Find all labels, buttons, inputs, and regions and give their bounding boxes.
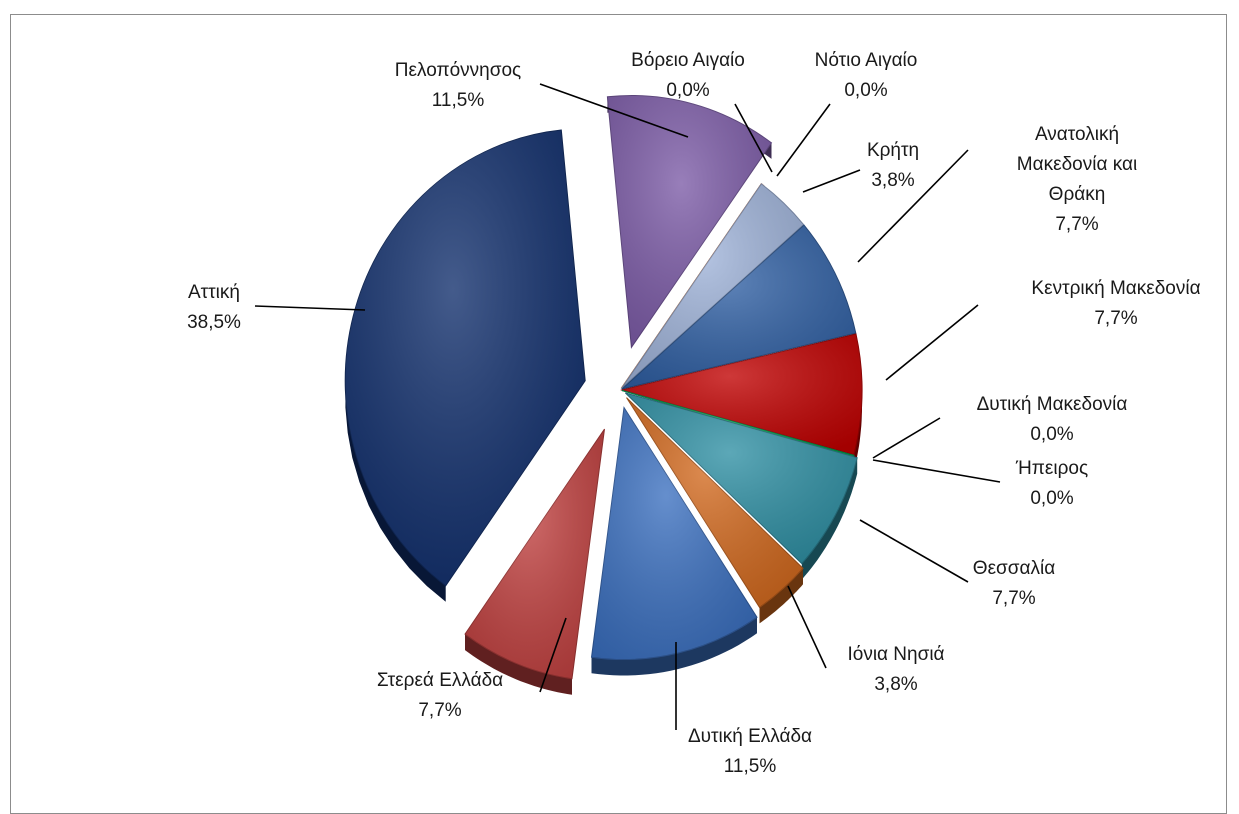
leader-line-6 xyxy=(885,304,979,381)
leader-line-3 xyxy=(776,103,831,177)
leader-line-5 xyxy=(857,149,969,263)
slice-name-label: Μακεδονία και xyxy=(1017,154,1137,175)
leader-line-10 xyxy=(787,585,827,669)
slice-label-3: Νότιο Αιγαίο 0,0% xyxy=(815,50,918,101)
slice-name-label: Ήπειρος xyxy=(1015,458,1088,479)
slice-name-label: Θεσσαλία xyxy=(973,558,1055,579)
pie-slice-side-11 xyxy=(591,617,757,676)
slice-value-label: 7,7% xyxy=(1094,308,1137,329)
slice-label-10: Ιόνια Νησιά 3,8% xyxy=(847,644,944,695)
slice-name-label: Πελοπόννησος xyxy=(395,60,521,81)
slice-name-label: Κεντρική Μακεδονία xyxy=(1031,278,1200,299)
slice-name-label: Βόρειο Αιγαίο xyxy=(631,50,745,71)
pie-slice-gloss-12 xyxy=(465,429,605,679)
slice-value-label: 0,0% xyxy=(1030,424,1073,445)
slice-label-0: Αττική 38,5% xyxy=(187,282,241,333)
slice-name-label: Κρήτη xyxy=(867,140,919,161)
slice-label-7: Δυτική Μακεδονία 0,0% xyxy=(977,394,1128,445)
slice-value-label: 7,7% xyxy=(418,700,461,721)
slice-name-label: Ανατολική xyxy=(1035,124,1119,145)
slice-value-label: 11,5% xyxy=(724,756,777,777)
pie-chart: Αττική 38,5% Πελοπόννησος 11,5% Βόρειο Αιγαί… xyxy=(187,50,1201,777)
pie-slice-gloss-11 xyxy=(591,407,757,660)
slice-value-label: 7,7% xyxy=(992,588,1035,609)
pie-slice-gloss-1 xyxy=(607,95,772,348)
leader-line-2 xyxy=(734,103,773,173)
slice-label-2: Βόρειο Αιγαίο 0,0% xyxy=(631,50,745,101)
slice-value-label: 11,5% xyxy=(432,90,485,111)
slice-value-label: 3,8% xyxy=(874,674,917,695)
slice-name-label: Αττική xyxy=(188,282,240,303)
slice-label-11: Δυτική Ελλάδα 11,5% xyxy=(688,726,812,777)
leader-line-8 xyxy=(872,459,1001,483)
pie-slice-side-10 xyxy=(759,568,803,624)
slice-value-label: 0,0% xyxy=(1030,488,1073,509)
leader-line-4 xyxy=(802,169,861,193)
slice-name-label: Ιόνια Νησιά xyxy=(847,644,944,665)
pie-slice-gloss-10 xyxy=(626,397,803,608)
leader-line-0 xyxy=(254,305,366,311)
pie-slice-side-9 xyxy=(801,457,858,580)
slice-value-label: 38,5% xyxy=(187,312,241,333)
slice-name-label: Δυτική Μακεδονία xyxy=(977,394,1128,415)
pie-slice-gloss-9 xyxy=(625,392,858,564)
slice-value-label: 3,8% xyxy=(871,170,914,191)
slice-name-label: Στερεά Ελλάδα xyxy=(377,670,503,691)
slice-label-5: Ανατολική Μακεδονία και Θράκη 7,7% xyxy=(1017,124,1137,235)
leader-line-1 xyxy=(539,83,689,138)
slice-name-label: Νότιο Αιγαίο xyxy=(815,50,918,71)
pie-slice-gloss-4 xyxy=(621,183,804,389)
slice-label-6: Κεντρική Μακεδονία 7,7% xyxy=(1031,278,1200,329)
pie-slice-gloss-6 xyxy=(622,334,862,455)
slice-label-12: Στερεά Ελλάδα 7,7% xyxy=(377,670,503,721)
pie-slice-gloss-5 xyxy=(621,225,856,390)
leader-line-12 xyxy=(539,617,567,693)
slice-label-4: Κρήτη 3,8% xyxy=(867,140,919,191)
slice-value-label: 0,0% xyxy=(666,80,709,101)
slice-label-8: Ήπειρος 0,0% xyxy=(1015,458,1088,509)
slice-name-label: Δυτική Ελλάδα xyxy=(688,726,812,747)
slice-value-label: 7,7% xyxy=(1055,214,1098,235)
slice-value-label: 0,0% xyxy=(844,80,887,101)
slice-label-1: Πελοπόννησος 11,5% xyxy=(395,60,521,111)
leader-line-9 xyxy=(859,519,969,583)
slice-label-9: Θεσσαλία 7,7% xyxy=(973,558,1055,609)
pie-slice-gloss-0 xyxy=(345,130,586,586)
leader-line-7 xyxy=(872,417,941,459)
slice-name-label: Θράκη xyxy=(1049,184,1106,205)
